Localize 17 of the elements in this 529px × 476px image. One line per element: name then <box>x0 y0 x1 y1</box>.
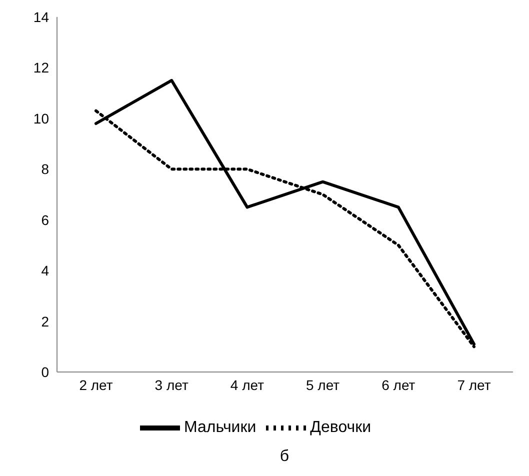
x-tick-label: 3 лет <box>154 376 189 393</box>
legend-label: Мальчики <box>184 419 256 436</box>
y-tick-label: 2 <box>41 313 50 330</box>
y-tick-label: 8 <box>41 161 50 178</box>
y-tick-label: 0 <box>41 364 50 380</box>
legend-label: Девочки <box>310 419 372 436</box>
x-tick-label: 2 лет <box>79 376 114 393</box>
y-tick-label: 6 <box>41 212 50 228</box>
y-tick-label: 10 <box>33 110 50 126</box>
y-tick-label: 14 <box>33 8 50 25</box>
text: б <box>278 448 290 466</box>
x-tick-label: 5 лет <box>306 376 340 393</box>
x-tick-label: 4 лет <box>230 376 265 393</box>
y-tick-label: 4 <box>41 262 50 279</box>
x-tick-label: 7 лет <box>457 376 492 393</box>
x-tick-label: 6 лет <box>382 376 416 393</box>
y-tick-label: 12 <box>33 60 50 76</box>
